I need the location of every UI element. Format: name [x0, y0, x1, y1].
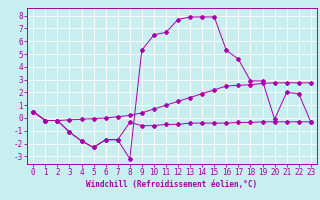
X-axis label: Windchill (Refroidissement éolien,°C): Windchill (Refroidissement éolien,°C) [86, 180, 258, 189]
